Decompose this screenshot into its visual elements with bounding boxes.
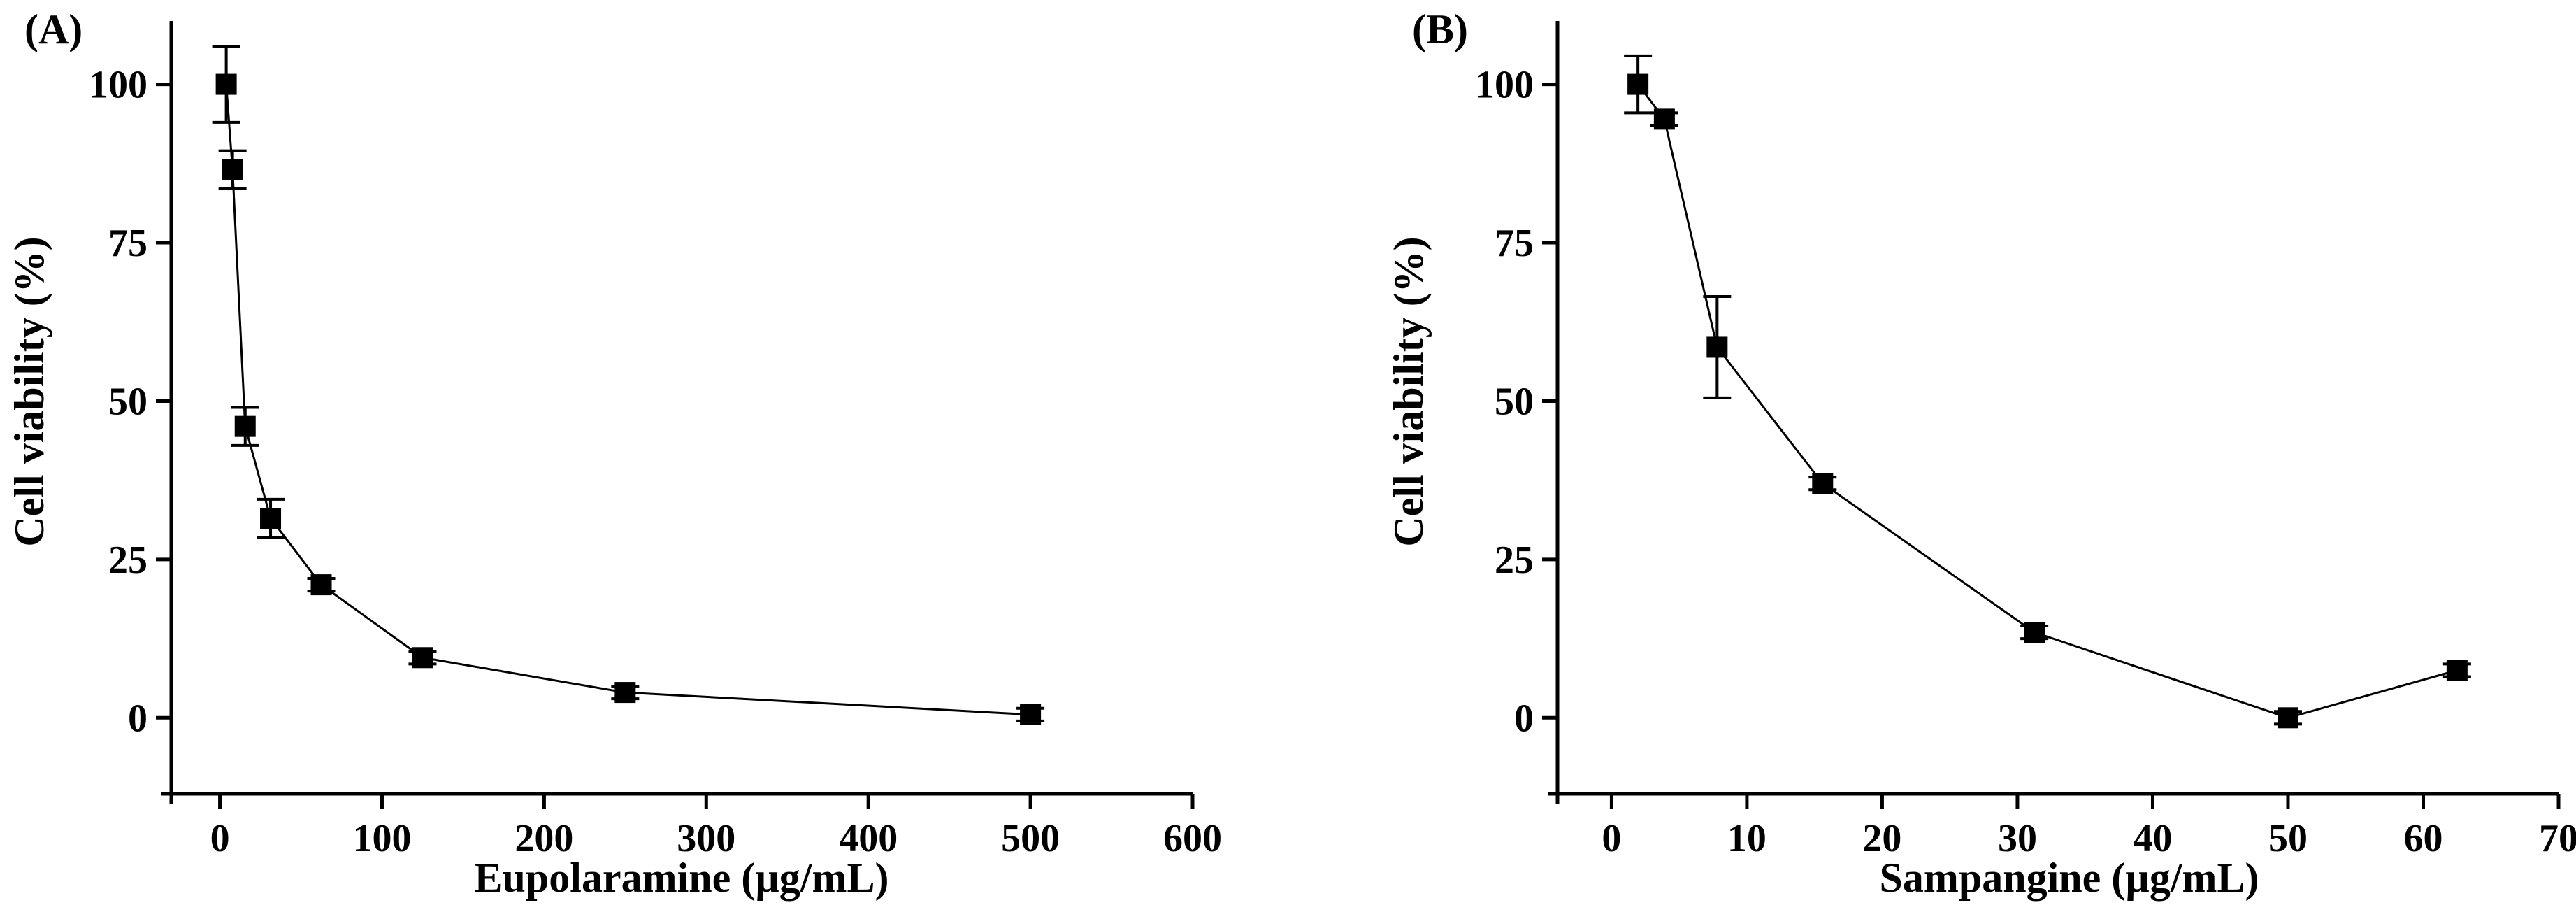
- panel-b-x-tick-label: 10: [1727, 817, 1766, 860]
- panel-b-y-tick-label: 50: [1495, 380, 1534, 423]
- panel-b-x-tick-label: 20: [1862, 817, 1901, 860]
- panel-b-y-tick-label: 25: [1495, 539, 1534, 582]
- panel-a-data-point: [234, 415, 256, 437]
- chart-panel-b: (B) Sampangine (µg/mL) Cell viability (%…: [1386, 6, 2576, 901]
- panel-a-data-point: [1020, 704, 1042, 725]
- panel-a-data-point: [310, 574, 332, 596]
- panel-a-x-tick-label: 200: [515, 817, 573, 860]
- panel-b-data-point: [1627, 73, 1649, 95]
- panel-a-x-tick-label: 100: [352, 817, 411, 860]
- panel-b-y-axis-title: Cell viability (%): [1386, 236, 1432, 546]
- panel-b-data-point: [2024, 622, 2045, 643]
- panel-b-x-axis-title: Sampangine (µg/mL): [1880, 855, 2259, 901]
- panel-b-y-tick-label: 100: [1475, 64, 1534, 107]
- panel-a-x-tick-label: 400: [839, 817, 898, 860]
- panel-a-y-tick-label: 25: [108, 539, 147, 582]
- panel-b-data-point: [2446, 660, 2468, 681]
- panel-b-x-tick-label: 70: [2539, 817, 2576, 860]
- panel-a-y-tick-label: 0: [128, 697, 147, 740]
- panel-b-x-tick-label: 30: [1998, 817, 2037, 860]
- panel-b-data-point: [1653, 108, 1675, 130]
- panel-a-data-point: [222, 159, 243, 180]
- panel-b-x-tick-label: 60: [2403, 817, 2442, 860]
- chart-panel-a: (A) Eupolaramine (µg/mL) Cell viability …: [6, 6, 1222, 901]
- panel-a-y-tick-label: 50: [108, 380, 147, 423]
- panel-a-plot-area: 0 25 50 75 100 0 100 200 300 400 500 600: [89, 21, 1222, 860]
- panel-a-label: (A): [24, 6, 82, 52]
- panel-a-data-point: [412, 647, 433, 669]
- panel-b-series-line: [1636, 83, 2458, 719]
- panel-b-x-tick-label: 40: [2133, 817, 2172, 860]
- panel-a-x-tick-label: 0: [210, 817, 230, 860]
- panel-a-data-point: [260, 508, 282, 529]
- panel-b-x-tick-label: 0: [1602, 817, 1621, 860]
- panel-b-x-tick-label: 50: [2268, 817, 2308, 860]
- panel-b-data-point: [1706, 336, 1728, 358]
- panel-a-y-tick-label: 100: [89, 64, 147, 107]
- panel-b-label: (B): [1412, 6, 1468, 52]
- panel-a-data-point: [215, 73, 237, 95]
- panel-a-data-point: [614, 682, 636, 704]
- panel-b-data-point: [2277, 707, 2298, 729]
- panel-b-y-tick-label: 0: [1514, 697, 1534, 740]
- panel-a-x-tick-label: 500: [1001, 817, 1060, 860]
- panel-b-data-point: [1812, 473, 1834, 494]
- panel-a-series-line: [225, 84, 1031, 716]
- panel-a-x-axis-title: Eupolaramine (µg/mL): [475, 855, 889, 901]
- panel-a-y-axis-title: Cell viability (%): [6, 236, 52, 546]
- panel-a-y-tick-label: 75: [108, 222, 147, 265]
- panel-b-plot-area: 0 25 50 75 100 0 10 20 30 40 50 60 70: [1475, 21, 2576, 860]
- panel-b-y-tick-label: 75: [1495, 222, 1534, 265]
- panel-a-x-tick-label: 600: [1163, 817, 1222, 860]
- panel-a-x-tick-label: 300: [677, 817, 735, 860]
